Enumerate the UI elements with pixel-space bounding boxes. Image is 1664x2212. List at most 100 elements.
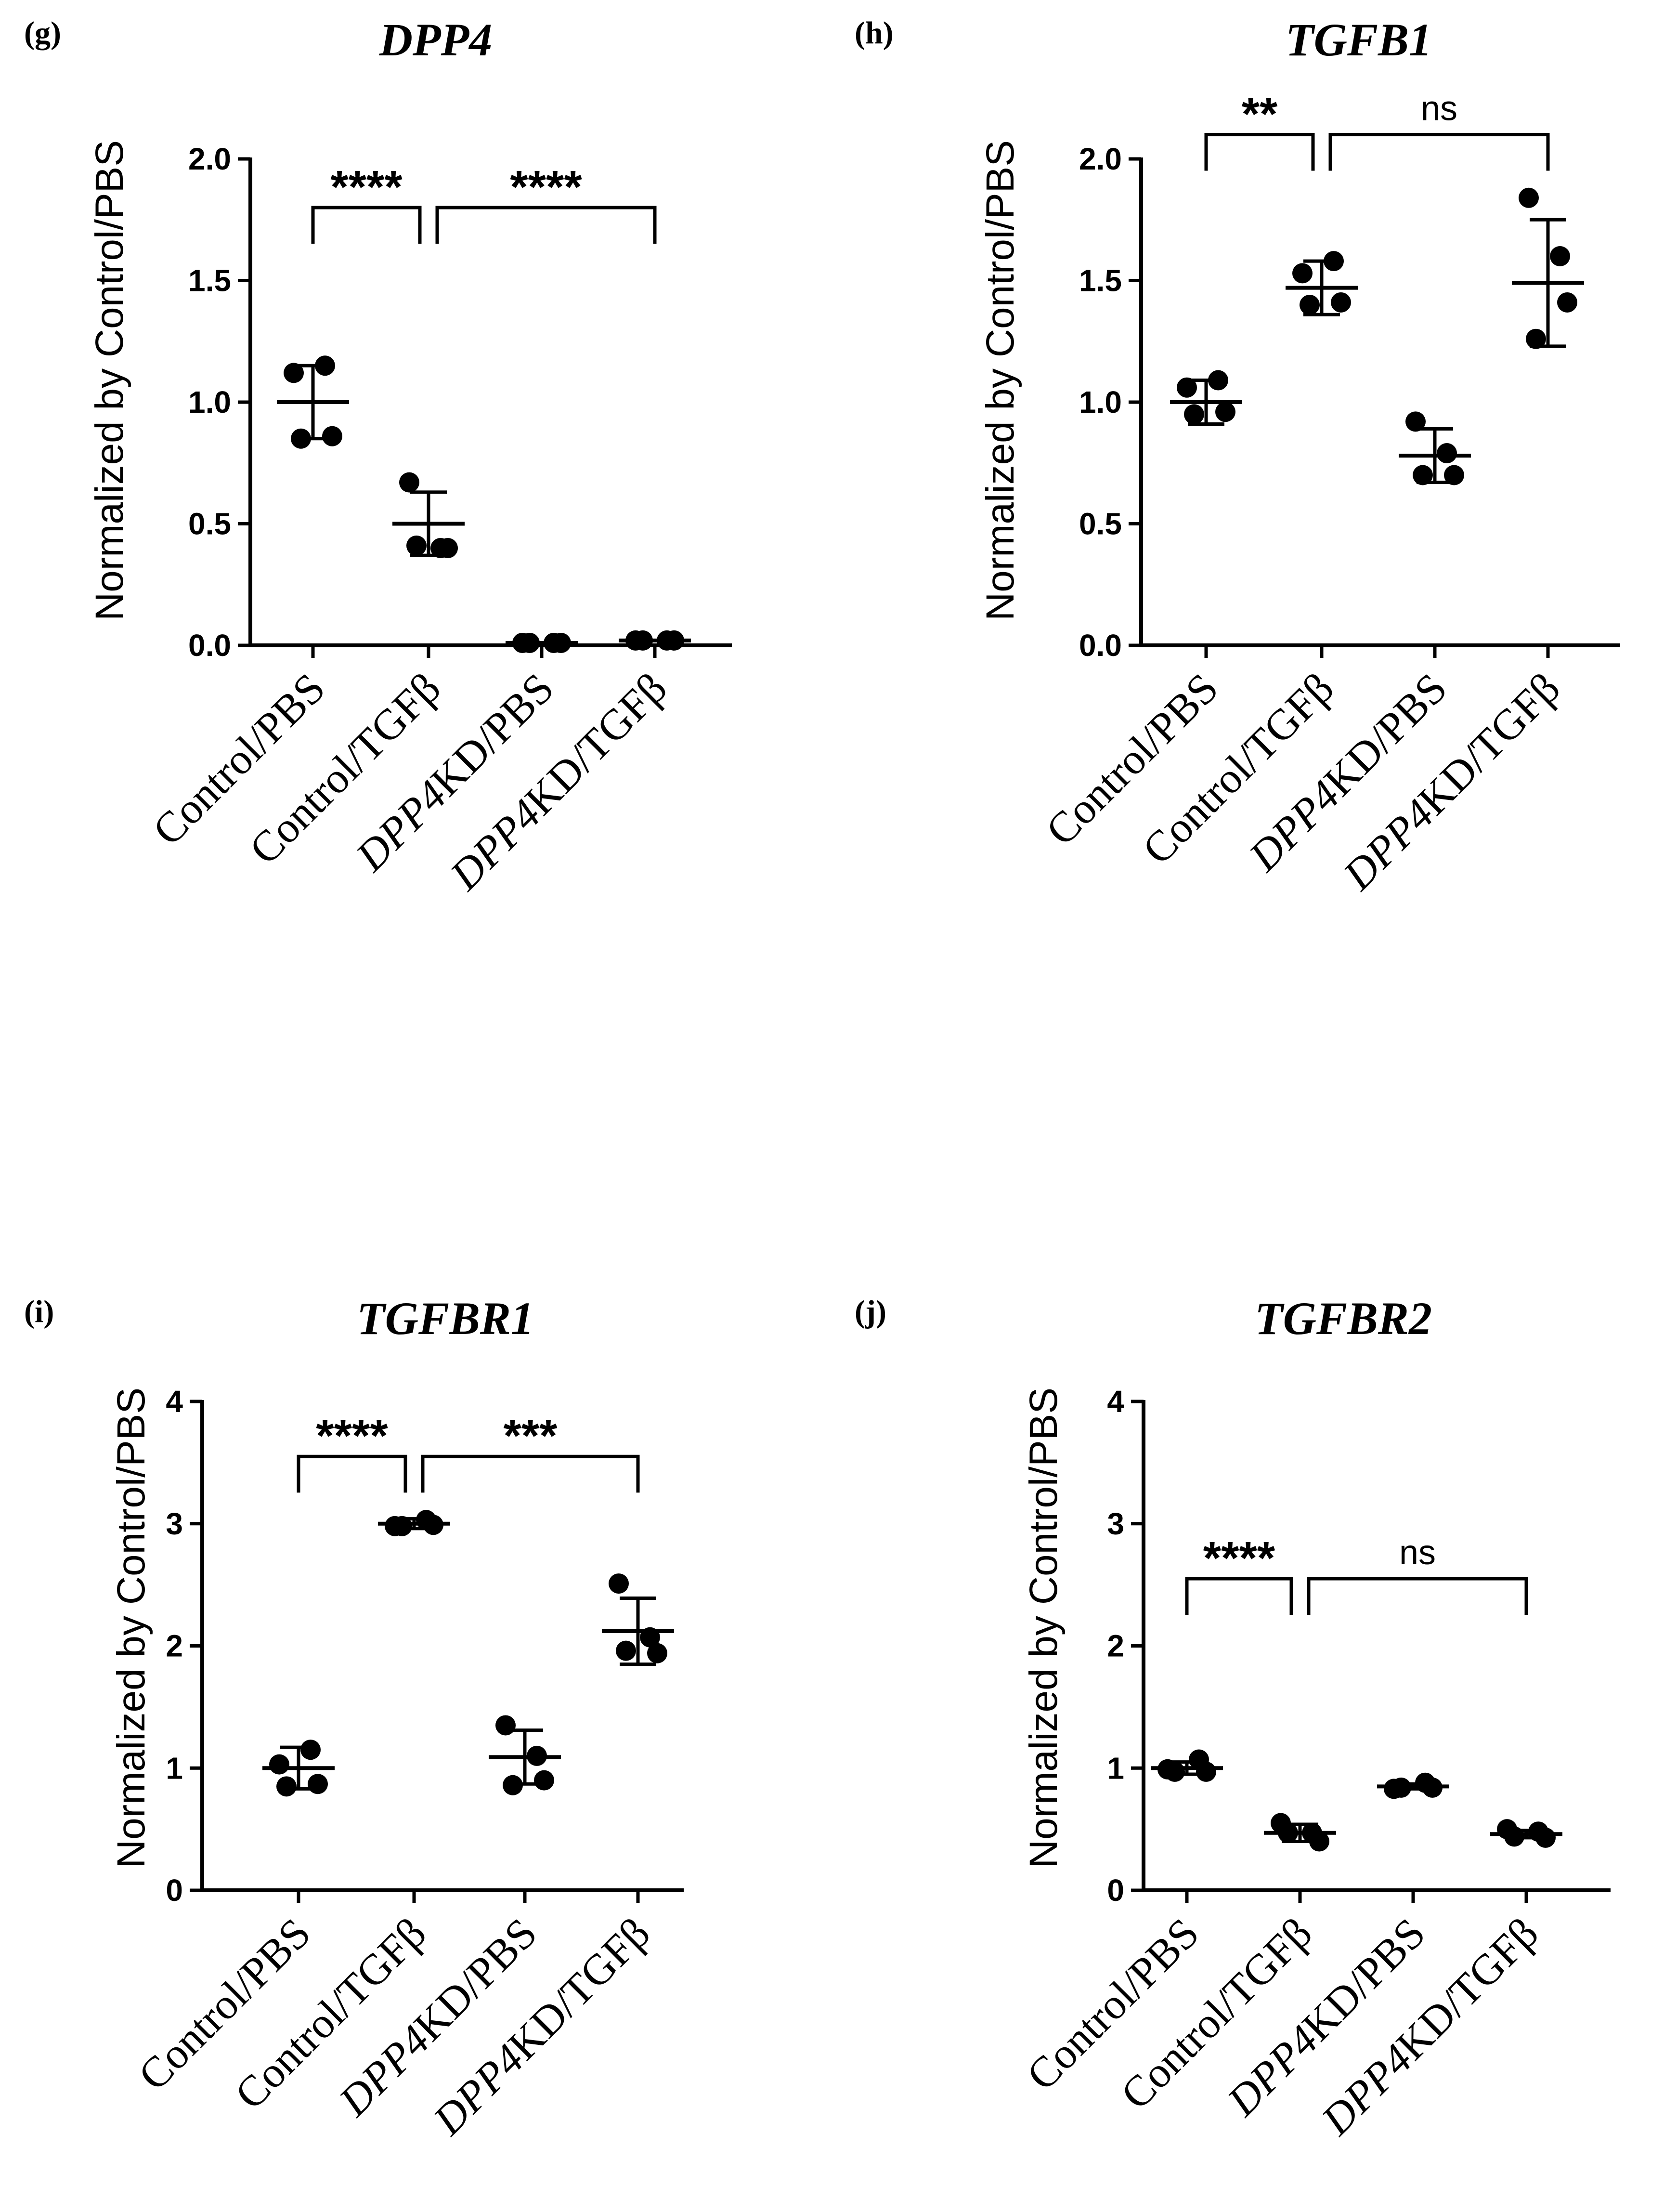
significance-bracket [1185, 1577, 1293, 1615]
data-point [284, 363, 304, 383]
y-tick-label: 0.0 [1079, 628, 1122, 663]
x-tick-label: DPP4KD/PBS [1239, 664, 1456, 881]
y-axis-label: Normalized by Control/PBS [88, 140, 131, 621]
y-tick-label: 0 [166, 1873, 183, 1908]
data-point [1196, 1761, 1216, 1782]
data-point [438, 538, 458, 558]
data-point [640, 1627, 660, 1648]
panel-dpp4: (g) DPP4 Normalized by Control/PBS 0.0 0.… [24, 14, 732, 900]
significance-bracket [1307, 1577, 1528, 1615]
y-tick-label: 0.5 [188, 507, 231, 541]
data-point [1165, 1761, 1185, 1782]
y-tick-label: 0 [1107, 1873, 1124, 1908]
x-tick-label: DPP4KD/PBS [329, 1909, 546, 2126]
data-point [1550, 246, 1570, 266]
data-point [308, 1774, 328, 1794]
chart-title: TGFBR2 [1255, 1293, 1432, 1344]
data-point [291, 428, 311, 449]
data-point [1422, 1777, 1443, 1798]
y-tick-label: 2.0 [1079, 142, 1122, 176]
chart-title: TGFBR1 [357, 1293, 534, 1344]
y-tick-label: 0.5 [1079, 507, 1122, 541]
data-point [1535, 1827, 1556, 1848]
y-axis-label: Normalized by Control/PBS [1022, 1387, 1066, 1868]
data-point [520, 632, 540, 653]
data-point [399, 472, 419, 493]
data-point [1292, 263, 1313, 284]
significance-label: **** [1203, 1532, 1275, 1584]
x-tick-label: DPP4KD/PBS [1218, 1909, 1434, 2126]
data-point [495, 1715, 516, 1736]
data-point [1405, 411, 1426, 432]
data-point [616, 1640, 636, 1661]
significance-label: ns [1421, 90, 1457, 128]
panel-tgfbr2: (j) TGFBR2 Normalized by Control/PBS 0 1 2… [855, 1293, 1611, 2145]
significance-label: **** [510, 161, 582, 213]
data-point [322, 426, 342, 446]
data-point [1391, 1777, 1411, 1798]
y-tick-label: 1 [166, 1751, 183, 1785]
y-tick-label: 2 [1107, 1629, 1124, 1663]
data-point [1324, 251, 1344, 272]
data-point [1504, 1826, 1524, 1847]
data-point [551, 632, 571, 653]
data-point [527, 1745, 547, 1766]
y-axis-label: Normalized by Control/PBS [978, 140, 1022, 621]
panel-label: (h) [855, 15, 894, 51]
data-point [1526, 328, 1546, 349]
y-tick-label: 0.0 [188, 628, 231, 663]
panel-tgfb1: (h) TGFB1 Normalized by Control/PBS 0.0 0… [855, 14, 1620, 900]
chart-title: TGFB1 [1286, 14, 1432, 65]
data-point [1437, 443, 1457, 464]
data-point [1557, 292, 1577, 313]
data-point [534, 1770, 554, 1791]
data-point [269, 1754, 289, 1775]
data-point [300, 1740, 321, 1760]
y-tick-label: 1.0 [188, 385, 231, 419]
data-point [664, 630, 684, 651]
significance-label: *** [503, 1410, 558, 1462]
significance-bracket [311, 206, 422, 244]
chart-title: DPP4 [379, 14, 493, 65]
data-point [392, 1516, 412, 1536]
significance-label: ** [1242, 89, 1278, 140]
data-point [633, 630, 653, 651]
data-point [406, 535, 427, 556]
y-tick-label: 3 [166, 1506, 183, 1541]
significance-bracket [1204, 133, 1315, 171]
panel-label: (g) [24, 15, 61, 51]
significance-label: **** [330, 161, 403, 213]
y-tick-label: 1.5 [188, 263, 231, 298]
panel-tgfbr1: (i) TGFBR1 Normalized by Control/PBS 0 1 2… [24, 1293, 684, 2145]
significance-label: **** [316, 1410, 388, 1462]
data-point [647, 1643, 667, 1663]
data-point [1413, 465, 1433, 485]
data-point [315, 355, 335, 376]
data-point [1519, 187, 1539, 208]
y-tick-label: 4 [166, 1384, 183, 1419]
significance-bracket [297, 1454, 407, 1493]
significance-label: ns [1399, 1533, 1436, 1572]
x-tick-label: DPP4KD/PBS [346, 664, 563, 881]
y-tick-label: 1.5 [1079, 263, 1122, 298]
data-point [1278, 1822, 1298, 1843]
y-tick-label: 1.0 [1079, 385, 1122, 419]
significance-bracket [435, 206, 657, 244]
data-point [1184, 404, 1204, 425]
data-point [1331, 292, 1351, 313]
data-point [609, 1573, 629, 1594]
y-tick-label: 2 [166, 1629, 183, 1663]
data-point [1300, 295, 1320, 315]
data-point [1208, 370, 1228, 391]
panel-label: (j) [855, 1294, 886, 1329]
data-point [1444, 465, 1464, 485]
data-point [1309, 1831, 1329, 1852]
y-axis-label: Normalized by Control/PBS [109, 1387, 153, 1868]
data-point [503, 1775, 523, 1795]
significance-bracket [1328, 133, 1550, 171]
data-point [276, 1776, 297, 1797]
data-point [423, 1515, 443, 1535]
y-tick-label: 3 [1107, 1506, 1124, 1541]
data-point [1177, 377, 1197, 398]
